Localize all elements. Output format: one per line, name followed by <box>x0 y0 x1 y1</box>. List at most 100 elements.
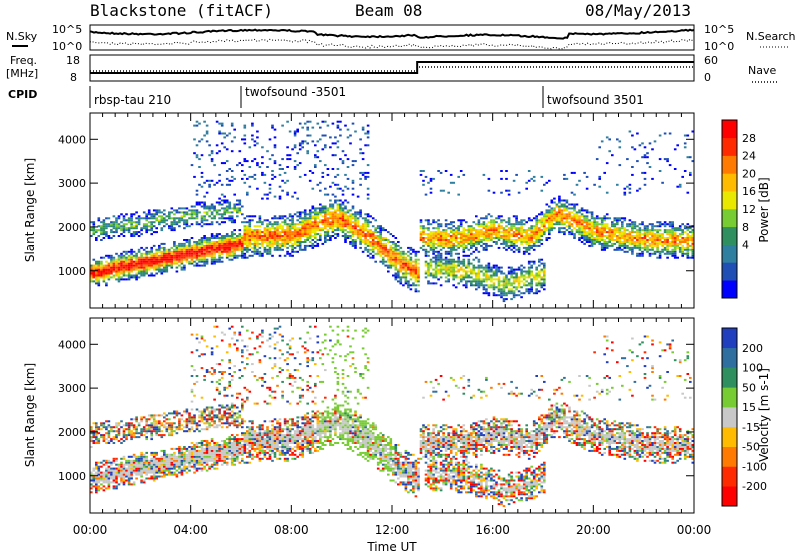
power-cell <box>188 225 191 228</box>
velocity-cell <box>115 471 118 474</box>
power-cell <box>381 237 385 239</box>
power-cell <box>482 280 486 283</box>
power-cell <box>648 233 652 236</box>
power-cell <box>492 219 496 222</box>
power-cell <box>588 237 591 239</box>
power-cell <box>444 244 448 247</box>
power-cell <box>442 272 445 275</box>
power-cell <box>686 156 690 159</box>
power-cell <box>535 268 538 271</box>
power-cell <box>180 242 184 245</box>
power-cell <box>225 254 229 257</box>
power-cell <box>268 221 272 224</box>
power-cell <box>301 248 304 251</box>
power-cell <box>218 254 221 257</box>
power-cell <box>301 142 304 145</box>
power-cell <box>673 242 677 245</box>
velocity-cell <box>112 457 116 460</box>
power-cell <box>243 248 247 251</box>
velocity-cell <box>112 481 116 484</box>
power-cell <box>150 215 153 218</box>
power-cell <box>394 260 398 263</box>
power-cell <box>200 254 204 257</box>
power-cell <box>485 276 488 279</box>
power-cell <box>220 260 224 263</box>
power-cell <box>532 242 536 245</box>
power-cell <box>183 227 186 230</box>
velocity-cell <box>105 487 108 490</box>
power-cell <box>220 235 224 237</box>
power-cell <box>225 177 229 180</box>
power-cell <box>117 258 121 261</box>
power-cell <box>500 272 503 275</box>
power-cell <box>532 241 536 243</box>
power-cell <box>583 231 586 234</box>
power-cell <box>293 146 297 149</box>
power-cell <box>558 217 561 220</box>
power-cell <box>532 217 536 220</box>
power-cell <box>439 252 443 255</box>
power-cell <box>588 223 591 226</box>
power-cell <box>540 276 544 279</box>
power-cell <box>605 246 609 249</box>
power-cell <box>394 242 398 245</box>
power-cell <box>366 223 370 226</box>
power-cell <box>477 286 481 289</box>
velocity-cell <box>112 430 116 433</box>
power-cell <box>160 217 164 220</box>
power-cell <box>447 235 450 237</box>
velocity-cell <box>122 424 126 427</box>
velocity-cell <box>132 471 136 474</box>
power-cell <box>404 278 408 281</box>
power-cell <box>392 252 395 255</box>
power-cell <box>658 229 662 232</box>
power-cell <box>369 235 372 237</box>
power-cell <box>689 171 692 174</box>
power-cell <box>444 239 448 241</box>
power-cell <box>228 235 231 237</box>
power-cell <box>107 274 111 277</box>
power-cell <box>120 256 123 259</box>
power-cell <box>414 290 418 293</box>
power-cell <box>198 264 201 267</box>
power-cell <box>208 154 211 157</box>
power-cell <box>550 201 554 204</box>
power-cell <box>303 248 307 251</box>
power-cell <box>321 205 325 208</box>
power-cell <box>100 264 103 267</box>
power-cell <box>444 256 448 259</box>
power-cell <box>502 300 506 303</box>
power-cell <box>497 215 501 218</box>
power-cell <box>449 268 453 271</box>
power-cell <box>308 217 312 220</box>
power-cell <box>507 292 511 295</box>
power-cell <box>185 254 189 257</box>
power-cell <box>316 215 320 218</box>
power-cell <box>555 221 559 224</box>
velocity-cell <box>135 426 138 429</box>
power-cell <box>429 233 433 236</box>
power-cell <box>603 241 606 243</box>
power-cell <box>543 278 546 281</box>
power-cell <box>545 203 549 206</box>
power-cell <box>361 217 365 220</box>
power-cell <box>646 248 649 251</box>
power-cell <box>203 248 206 251</box>
power-cell <box>140 233 143 236</box>
velocity-cell <box>90 438 93 441</box>
velocity-cell <box>110 481 113 484</box>
velocity-cell <box>117 463 121 466</box>
power-cell <box>351 229 355 232</box>
power-cell <box>268 241 272 243</box>
power-cell <box>543 266 546 269</box>
power-cell <box>532 175 536 178</box>
power-cell <box>376 241 380 243</box>
power-cell <box>477 233 481 236</box>
power-cell <box>527 288 531 291</box>
power-cell <box>414 276 418 279</box>
power-cell <box>462 278 466 281</box>
power-cell <box>414 258 418 261</box>
power-cell <box>326 213 330 216</box>
power-cell <box>530 274 533 277</box>
power-cell <box>102 264 106 267</box>
